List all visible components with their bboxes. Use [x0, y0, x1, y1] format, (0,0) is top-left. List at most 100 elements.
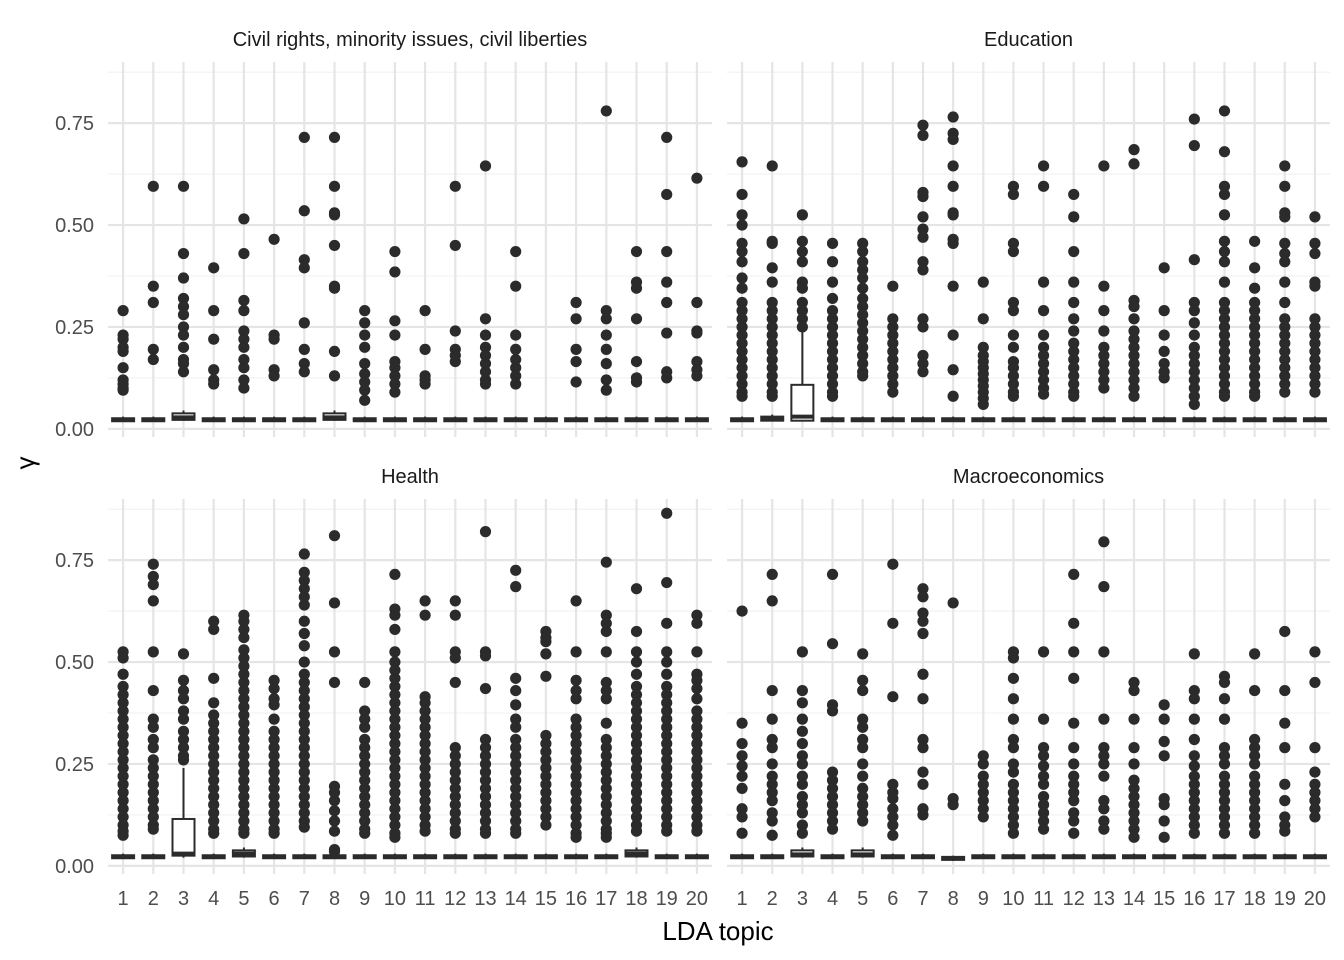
outlier-point	[600, 384, 612, 396]
outlier-point	[857, 256, 869, 268]
outlier-point	[887, 362, 899, 374]
outlier-point	[661, 721, 673, 733]
outlier-point	[419, 343, 431, 355]
outlier-point	[1279, 386, 1291, 398]
outlier-point	[736, 245, 748, 258]
outlier-point	[766, 353, 778, 366]
outlier-point	[1249, 370, 1261, 382]
outlier-point	[1218, 676, 1231, 689]
outlier-point	[359, 705, 371, 717]
outlier-point	[917, 766, 929, 778]
outlier-point	[691, 705, 703, 717]
x-tick-label: 4	[208, 888, 219, 910]
outlier-point	[328, 795, 341, 807]
outlier-point	[1007, 652, 1020, 664]
boxplot-3	[171, 180, 196, 421]
outlier-point	[298, 684, 310, 697]
outlier-point	[208, 807, 220, 819]
outlier-point	[238, 341, 250, 353]
outlier-point	[268, 807, 280, 819]
outlier-point	[389, 362, 401, 374]
outlier-point	[630, 583, 643, 595]
outlier-point	[1007, 758, 1020, 770]
outlier-point	[147, 770, 159, 782]
outlier-point	[298, 627, 310, 640]
outlier-point	[917, 733, 929, 746]
outlier-point	[1218, 370, 1231, 382]
outlier-point	[238, 213, 250, 225]
outlier-point	[600, 617, 612, 629]
outlier-point	[977, 758, 989, 770]
outlier-point	[147, 595, 159, 607]
outlier-point	[298, 615, 310, 627]
outlier-point	[479, 766, 492, 778]
outlier-point	[1249, 235, 1261, 247]
outlier-point	[1068, 276, 1080, 288]
outlier-point	[917, 627, 929, 640]
outlier-point	[691, 617, 703, 629]
outlier-point	[630, 811, 643, 823]
outlier-point	[1188, 819, 1200, 831]
outlier-point	[796, 725, 808, 737]
outlier-point	[147, 570, 159, 583]
outlier-point	[419, 746, 431, 758]
outlier-point	[177, 705, 190, 717]
outlier-point	[177, 309, 190, 321]
outlier-point	[268, 774, 280, 786]
outlier-point	[117, 713, 129, 725]
outlier-point	[766, 815, 778, 827]
outlier-point	[826, 276, 839, 288]
outlier-point	[359, 758, 371, 770]
outlier-point	[977, 811, 989, 823]
outlier-point	[1218, 795, 1231, 807]
outlier-point	[1309, 378, 1321, 390]
outlier-point	[1249, 353, 1261, 366]
outlier-point	[1128, 374, 1140, 386]
outlier-point	[1309, 280, 1321, 292]
outlier-point	[1007, 766, 1020, 778]
outlier-point	[570, 819, 582, 831]
outlier-point	[328, 597, 341, 609]
outlier-point	[661, 245, 673, 258]
outlier-point	[208, 623, 220, 636]
outlier-point	[1218, 296, 1231, 309]
outlier-point	[419, 721, 431, 733]
outlier-point	[1037, 276, 1050, 288]
outlier-point	[661, 697, 673, 709]
outlier-point	[328, 530, 341, 542]
outlier-point	[1007, 296, 1020, 309]
outlier-point	[208, 709, 220, 721]
outlier-point	[1128, 333, 1140, 345]
boxplot-4	[201, 262, 226, 423]
outlier-point	[1279, 237, 1291, 249]
outlier-point	[1007, 803, 1020, 815]
outlier-point	[328, 676, 341, 689]
outlier-point	[766, 595, 778, 607]
boxplot-16	[564, 296, 589, 423]
outlier-point	[1007, 693, 1020, 705]
outlier-point	[298, 366, 310, 378]
outlier-point	[887, 370, 899, 382]
outlier-point	[1007, 305, 1020, 317]
outlier-point	[268, 766, 280, 778]
x-tick-label: 12	[1063, 888, 1085, 910]
outlier-point	[510, 343, 522, 355]
boxplot-7	[292, 131, 317, 423]
outlier-point	[917, 256, 929, 268]
outlier-point	[766, 313, 778, 325]
outlier-point	[661, 668, 673, 680]
outlier-point	[268, 758, 280, 770]
x-tick-label: 7	[917, 888, 928, 910]
outlier-point	[887, 353, 899, 366]
outlier-point	[298, 343, 310, 355]
outlier-point	[359, 742, 371, 754]
outlier-point	[268, 370, 280, 382]
outlier-point	[796, 807, 808, 819]
x-tick-label: 16	[565, 888, 587, 910]
outlier-point	[389, 705, 401, 717]
outlier-point	[766, 296, 778, 309]
outlier-point	[238, 758, 250, 770]
boxplot-16	[1182, 648, 1207, 860]
outlier-point	[1007, 188, 1020, 201]
outlier-point	[359, 721, 371, 733]
